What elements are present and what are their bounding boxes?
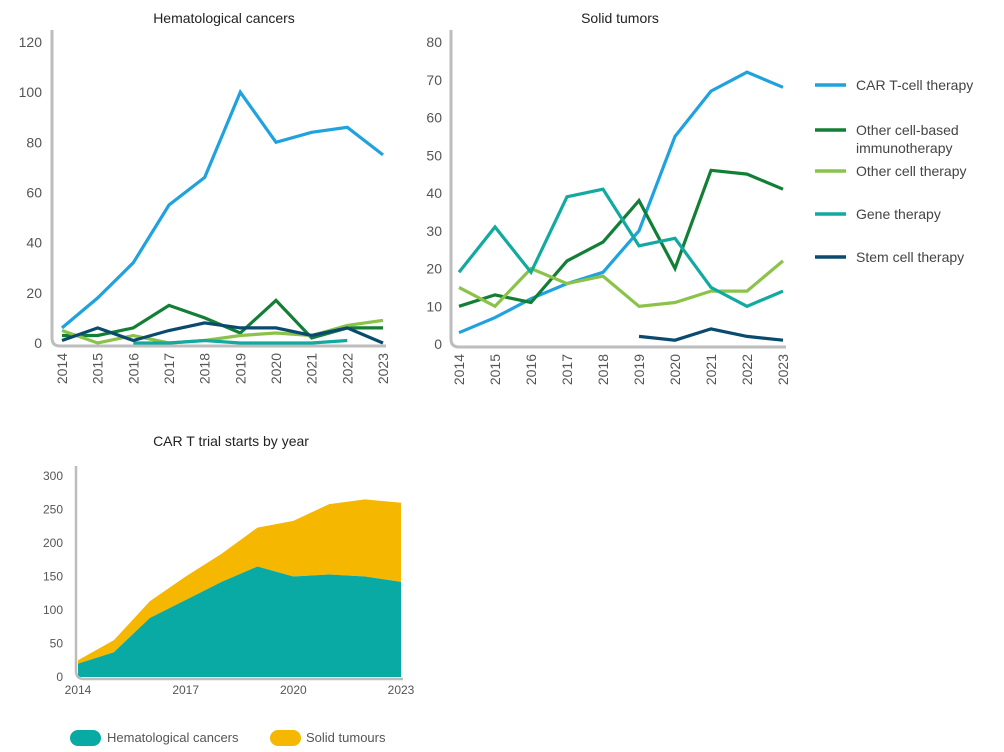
y-tick-label: 60: [26, 185, 42, 201]
chart-title: CAR T trial starts by year: [153, 433, 309, 449]
y-tick-label: 80: [26, 134, 42, 150]
x-tick-label: 2017: [172, 683, 199, 697]
axis-line: [50, 30, 386, 348]
chart-solid-tumors: Solid tumors 0 10 20 30 40 50 60 70 80 2014 2015 201…: [426, 10, 791, 385]
y-tick-label: 40: [26, 235, 42, 251]
chart-car-t-trial-starts: CAR T trial starts by year 0 50 100 150 200 25…: [43, 433, 415, 697]
y-tick-label: 70: [426, 72, 442, 88]
series-line-stem-cell-therapy: [61, 321, 384, 345]
x-tick-label: 2014: [54, 353, 70, 384]
chart-title: Hematological cancers: [153, 10, 295, 26]
y-tick-label: 200: [43, 536, 63, 550]
legend-swatch-solid-tumours: [270, 730, 301, 746]
y-tick-label: 20: [426, 261, 442, 277]
y-tick-label: 10: [426, 298, 442, 314]
x-tick-label: 2020: [667, 354, 683, 385]
y-tick-label: 100: [19, 84, 43, 100]
x-tick-label: 2023: [775, 354, 791, 385]
y-tick-label: 50: [50, 637, 64, 651]
series-area-hematological-cancers: [78, 566, 401, 677]
series-line-other-cell-based-immunotherapy: [458, 168, 784, 308]
x-tick-label: 2023: [388, 683, 415, 697]
y-tick-label: 40: [426, 185, 442, 201]
legend-cancer-types: Hematological cancers Solid tumours: [70, 730, 386, 746]
legend-label: CAR T-cell therapy: [856, 77, 973, 93]
series-area-solid-tumours: [78, 499, 401, 664]
x-tick-label: 2015: [487, 354, 503, 385]
x-tick-label: 2019: [631, 354, 647, 385]
series-line-car-t-cell-therapy: [458, 70, 784, 335]
legend-label: Hematological cancers: [107, 730, 239, 745]
x-tick-label: 2021: [304, 353, 320, 384]
x-tick-label: 2020: [280, 683, 307, 697]
x-tick-label: 2021: [703, 354, 719, 385]
series-line-gene-therapy: [133, 338, 348, 345]
legend-label: Other cell therapy: [856, 163, 967, 179]
y-tick-label: 30: [426, 223, 442, 239]
x-tick-label: 2014: [451, 354, 467, 385]
legend-label: Stem cell therapy: [856, 249, 964, 265]
series-line-stem-cell-therapy: [638, 327, 784, 342]
x-tick-label: 2018: [595, 354, 611, 385]
axis-line: [74, 466, 403, 681]
series-line-other-cell-therapy: [458, 259, 785, 309]
legend-swatch-hematological-cancers: [70, 730, 101, 746]
chart-hematological-cancers: Hematological cancers 0 20 40 60 80 100 120 2014…: [19, 10, 391, 384]
y-tick-label: 250: [43, 503, 63, 517]
legend-label: Other cell-based: [856, 122, 959, 138]
x-tick-label: 2022: [339, 353, 355, 384]
axis-line: [449, 30, 786, 349]
x-tick-label: 2022: [739, 354, 755, 385]
x-tick-label: 2023: [375, 353, 391, 384]
x-tick-label: 2016: [125, 353, 141, 384]
x-tick-label: 2020: [268, 353, 284, 384]
x-tick-label: 2017: [559, 354, 575, 385]
x-tick-label: 2016: [523, 354, 539, 385]
y-tick-label: 50: [426, 147, 442, 163]
y-tick-label: 0: [434, 336, 442, 352]
x-tick-label: 2017: [161, 353, 177, 384]
x-tick-label: 2018: [197, 353, 213, 384]
y-tick-label: 60: [426, 110, 442, 126]
legend-label: immunotherapy: [856, 140, 953, 156]
y-tick-label: 120: [19, 34, 43, 50]
series-line-gene-therapy: [457, 187, 784, 309]
x-tick-label: 2019: [232, 353, 248, 384]
x-tick-label: 2015: [90, 353, 106, 384]
x-tick-label: 2014: [65, 683, 92, 697]
y-tick-label: 20: [26, 285, 42, 301]
y-tick-label: 80: [426, 34, 442, 50]
chart-title: Solid tumors: [581, 10, 659, 26]
legend-label: Solid tumours: [306, 730, 386, 745]
y-tick-label: 150: [43, 570, 63, 584]
legend-therapy-types: CAR T-cell therapy Other cell-based immuno…: [815, 77, 973, 265]
y-tick-label: 100: [43, 603, 63, 617]
y-tick-label: 0: [56, 670, 63, 684]
y-tick-label: 0: [34, 335, 42, 351]
legend-label: Gene therapy: [856, 206, 941, 222]
y-tick-label: 300: [43, 469, 63, 483]
series-line-car-t-cell-therapy: [60, 88, 384, 330]
